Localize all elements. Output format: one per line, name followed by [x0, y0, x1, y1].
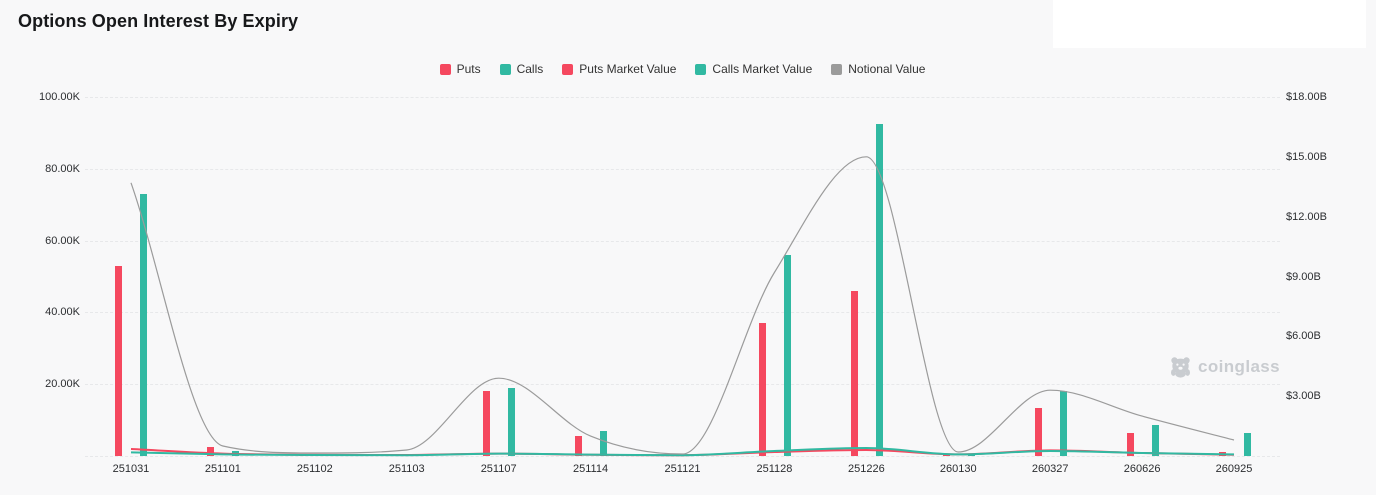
x-axis-tick-label: 251102 [296, 463, 333, 475]
legend-item-label: Calls [516, 62, 544, 76]
y-axis-left-tick-label: 80.00K [45, 162, 80, 175]
gridline [85, 240, 1280, 242]
bar-puts-260130[interactable] [942, 454, 950, 456]
bar-puts-260327[interactable] [1034, 407, 1042, 456]
x-axis-tick-label: 251101 [204, 463, 241, 475]
legend-item-label: Notional Value [848, 62, 926, 76]
bar-puts-251121[interactable] [667, 455, 674, 456]
x-axis-baseline [85, 456, 1280, 457]
bar-calls-251121[interactable] [692, 454, 699, 456]
bar-puts-251101[interactable] [207, 447, 215, 456]
gridline [85, 312, 1280, 314]
bar-puts-251226[interactable] [850, 290, 858, 456]
y-axis-left-tick-label: 60.00K [45, 234, 80, 247]
bar-puts-251114[interactable] [575, 436, 583, 456]
bar-calls-260327[interactable] [1059, 391, 1067, 456]
gridline [85, 97, 1280, 98]
bar-puts-251031[interactable] [115, 265, 123, 456]
line-puts-market-value [130, 448, 1235, 457]
x-axis-tick-label: 251121 [664, 463, 701, 475]
legend-item-puts[interactable]: Puts [439, 62, 481, 76]
bar-calls-251031[interactable] [140, 193, 148, 456]
legend-swatch-icon [439, 63, 451, 75]
legend-item-puts-market-value[interactable]: Puts Market Value [562, 62, 676, 76]
x-axis-tick-label: 251103 [388, 463, 425, 475]
bear-logo-icon [1171, 357, 1190, 378]
bar-calls-251114[interactable] [600, 430, 608, 456]
x-axis-tick-label: 251031 [112, 463, 150, 475]
bar-calls-251101[interactable] [232, 450, 240, 456]
bar-puts-251103[interactable] [391, 455, 399, 456]
legend-item-calls[interactable]: Calls [499, 62, 544, 76]
x-axis-tick-label: 260626 [1123, 463, 1161, 475]
y-axis-right-tick-label: $9.00B [1286, 270, 1321, 283]
y-axis-left-tick-label: 20.00K [45, 378, 80, 391]
bar-calls-260626[interactable] [1151, 425, 1159, 456]
line-notional-value [130, 156, 1235, 455]
y-axis-right-tick-label: $3.00B [1286, 390, 1321, 403]
legend-swatch-icon [499, 63, 511, 75]
bar-calls-260130[interactable] [967, 454, 975, 456]
legend: Puts Calls Puts Market Value Calls Market V… [85, 60, 1280, 78]
x-axis-tick-label: 251128 [756, 463, 793, 475]
gridline [85, 384, 1280, 386]
x-axis-tick-label: 251107 [480, 463, 517, 475]
legend-item-label: Puts [456, 62, 481, 76]
legend-item-label: Puts Market Value [579, 62, 677, 76]
chart-title: Options Open Interest By Expiry [18, 11, 299, 31]
bar-puts-251107[interactable] [483, 391, 491, 456]
y-axis-left-tick-label: 100.00K [39, 91, 80, 103]
x-axis-tick-label: 260925 [1215, 463, 1253, 475]
legend-item-calls-market-value[interactable]: Calls Market Value [695, 62, 812, 76]
y-axis-right-tick-label: $15.00B [1286, 150, 1327, 163]
y-axis-right-tick-label: $6.00B [1286, 330, 1321, 343]
y-axis-right-tick-label: $12.00B [1286, 210, 1327, 223]
legend-item-notional-value[interactable]: Notional Value [831, 62, 925, 76]
bar-calls-251128[interactable] [783, 254, 791, 456]
legend-swatch-icon [831, 63, 843, 75]
bar-calls-251107[interactable] [508, 387, 516, 456]
bar-calls-251226[interactable] [875, 123, 883, 456]
bar-puts-251102[interactable] [299, 454, 307, 456]
bar-puts-260626[interactable] [1126, 432, 1134, 456]
bar-puts-260925[interactable] [1218, 452, 1226, 456]
legend-swatch-icon [562, 63, 574, 75]
x-axis-tick-label: 260327 [1031, 463, 1069, 475]
x-axis-tick-label: 251226 [847, 463, 885, 475]
x-axis-tick-label: 260130 [939, 463, 977, 475]
legend-item-label: Calls Market Value [712, 62, 813, 76]
bar-calls-251103[interactable] [416, 455, 424, 456]
y-axis-right-tick-label: $18.00B [1286, 91, 1327, 103]
line-calls-market-value [130, 446, 1235, 457]
tooltip-placeholder-panel [1053, 0, 1366, 48]
coinglass-watermark: coinglass [1170, 356, 1280, 378]
x-axis-tick-label: 251114 [573, 463, 609, 475]
watermark-label: coinglass [1198, 357, 1281, 376]
gridline [85, 168, 1280, 170]
bar-puts-251128[interactable] [758, 323, 766, 456]
bar-calls-251102[interactable] [324, 454, 332, 456]
y-axis-left-tick-label: 40.00K [45, 306, 80, 319]
bar-calls-260925[interactable] [1243, 432, 1251, 456]
legend-swatch-icon [695, 63, 707, 75]
